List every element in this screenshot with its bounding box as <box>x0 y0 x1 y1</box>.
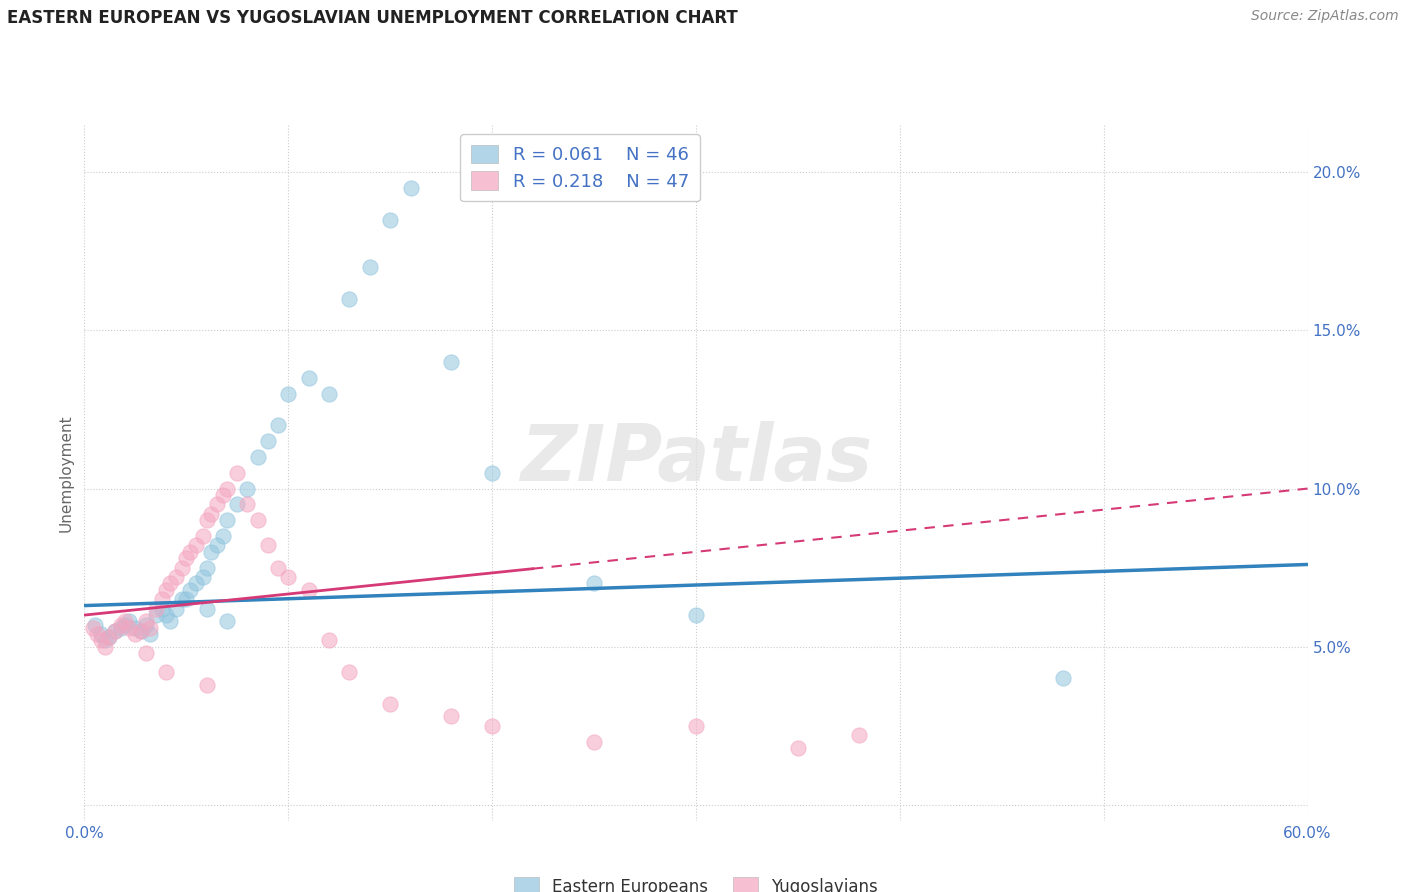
Text: ZIPatlas: ZIPatlas <box>520 421 872 497</box>
Point <box>90 633 112 648</box>
Point <box>82 621 104 635</box>
Point <box>440 709 463 723</box>
Point <box>217 513 239 527</box>
Point <box>440 355 463 369</box>
Point <box>359 260 381 275</box>
Point <box>155 608 177 623</box>
Point <box>318 386 340 401</box>
Y-axis label: Unemployment: Unemployment <box>58 414 73 532</box>
Point <box>399 181 422 195</box>
Point <box>135 617 157 632</box>
Point <box>179 545 201 559</box>
Point <box>685 608 707 623</box>
Point <box>277 386 299 401</box>
Point <box>246 513 269 527</box>
Point <box>172 592 194 607</box>
Point <box>155 582 177 597</box>
Point <box>217 615 239 629</box>
Point <box>298 371 321 385</box>
Point <box>114 617 136 632</box>
Point <box>93 633 115 648</box>
Point <box>155 665 177 679</box>
Point <box>339 665 360 679</box>
Point <box>205 539 228 553</box>
Point <box>124 627 146 641</box>
Point <box>481 719 503 733</box>
Point <box>83 617 105 632</box>
Point <box>582 576 605 591</box>
Point <box>165 601 187 615</box>
Point <box>226 466 249 480</box>
Point <box>138 621 160 635</box>
Point <box>90 627 112 641</box>
Point <box>131 624 153 638</box>
Point <box>124 621 146 635</box>
Point <box>267 418 290 433</box>
Text: Source: ZipAtlas.com: Source: ZipAtlas.com <box>1251 9 1399 23</box>
Point <box>191 570 214 584</box>
Point <box>318 633 340 648</box>
Point <box>172 560 194 574</box>
Point <box>145 608 167 623</box>
Point <box>582 734 605 748</box>
Point <box>93 640 115 654</box>
Point <box>135 646 157 660</box>
Point <box>236 482 259 496</box>
Point <box>138 627 160 641</box>
Point <box>217 482 239 496</box>
Point <box>179 582 201 597</box>
Point <box>298 582 321 597</box>
Point <box>257 539 280 553</box>
Point <box>191 529 214 543</box>
Point <box>380 697 402 711</box>
Point <box>97 630 120 644</box>
Point <box>131 624 153 638</box>
Point <box>118 621 141 635</box>
Point <box>186 539 208 553</box>
Point <box>277 570 299 584</box>
Point <box>200 507 222 521</box>
Point <box>110 617 132 632</box>
Point <box>246 450 269 464</box>
Point <box>1052 671 1074 685</box>
Legend: Eastern Europeans, Yugoslavians: Eastern Europeans, Yugoslavians <box>508 871 884 892</box>
Point <box>159 615 181 629</box>
Point <box>150 592 173 607</box>
Point <box>150 601 173 615</box>
Point <box>257 434 280 449</box>
Point <box>226 497 249 511</box>
Point <box>339 292 360 306</box>
Point <box>787 740 810 755</box>
Point <box>195 560 218 574</box>
Point <box>165 570 187 584</box>
Point <box>200 545 222 559</box>
Point <box>212 488 235 502</box>
Point <box>86 627 108 641</box>
Point <box>118 615 141 629</box>
Text: EASTERN EUROPEAN VS YUGOSLAVIAN UNEMPLOYMENT CORRELATION CHART: EASTERN EUROPEAN VS YUGOSLAVIAN UNEMPLOY… <box>7 9 738 27</box>
Point <box>212 529 235 543</box>
Point <box>685 719 707 733</box>
Point <box>205 497 228 511</box>
Point <box>481 466 503 480</box>
Point <box>145 601 167 615</box>
Point <box>848 728 870 742</box>
Point <box>267 560 290 574</box>
Point <box>174 551 197 566</box>
Point <box>195 513 218 527</box>
Point <box>104 624 127 638</box>
Point <box>195 601 218 615</box>
Point <box>97 630 120 644</box>
Point <box>110 621 132 635</box>
Point <box>159 576 181 591</box>
Point <box>114 615 136 629</box>
Point <box>380 212 402 227</box>
Point <box>135 615 157 629</box>
Point <box>195 678 218 692</box>
Point <box>186 576 208 591</box>
Point <box>104 624 127 638</box>
Point <box>174 592 197 607</box>
Point <box>236 497 259 511</box>
